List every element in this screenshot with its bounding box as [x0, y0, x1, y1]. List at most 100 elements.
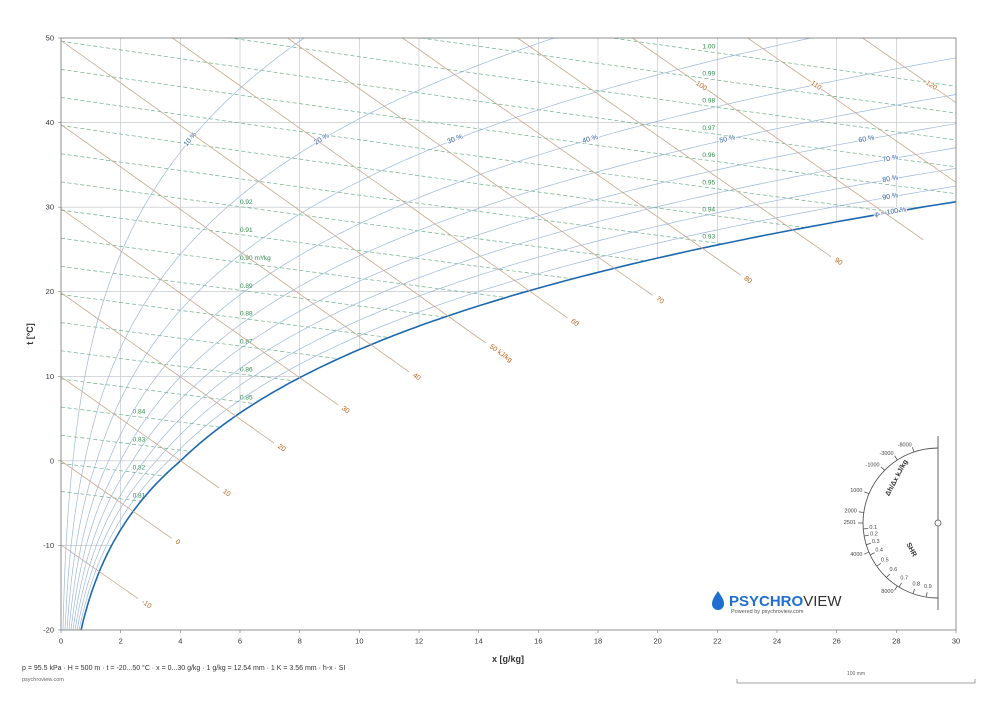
- shr-tick-label: 0.7: [900, 576, 908, 582]
- x-tick-label: 10: [355, 637, 363, 646]
- plot-border: [60, 37, 957, 631]
- specific-volume-line: [609, 38, 956, 87]
- protractor-tick: [858, 511, 864, 513]
- rh-curve: [66, 38, 811, 630]
- x-tick-label: 0: [59, 637, 63, 646]
- enthalpy-line: [632, 38, 924, 241]
- enthalpy-line: [61, 40, 487, 344]
- scale-bar: 100 mm: [736, 671, 976, 684]
- specific-volume-line: [61, 209, 573, 280]
- x-tick-label: 26: [832, 637, 840, 646]
- protractor-tick-label: 2501: [844, 520, 856, 526]
- footer-site: psychroview.com: [22, 677, 64, 683]
- scale-bar-label: 100 mm: [847, 671, 865, 677]
- y-axis-label: t [°C]: [25, 323, 35, 345]
- shr-tick: [898, 582, 902, 588]
- enthalpy-line: [61, 124, 410, 373]
- specific-volume-label: 0.86: [240, 366, 253, 373]
- specific-volume-line: [61, 350, 294, 382]
- specific-volume-label: 0.95: [702, 179, 715, 186]
- enthalpy-label: 0: [174, 539, 181, 547]
- y-tick-label: 0: [50, 456, 54, 465]
- protractor-tick-label: -3000: [879, 451, 893, 457]
- scale-bar-line: [736, 679, 976, 684]
- shr-tick: [876, 562, 882, 567]
- shr-tick-label: 0.4: [875, 548, 883, 554]
- specific-volume-label: 0.92: [240, 199, 253, 206]
- x-tick-label: 12: [415, 637, 423, 646]
- x-tick-label: 6: [238, 637, 242, 646]
- x-tick-label: 18: [594, 637, 602, 646]
- specific-volume-label: 0.94: [702, 207, 715, 214]
- rh-curve: [78, 185, 956, 630]
- x-tick-label: 22: [713, 637, 721, 646]
- specific-volume-label: 0.98: [702, 98, 715, 105]
- rh-label: 80 %: [882, 174, 899, 184]
- logo-drop: [712, 591, 724, 610]
- y-tick-label: -20: [43, 626, 54, 635]
- y-tick-label: 20: [46, 287, 54, 296]
- specific-volume-line: [61, 153, 723, 245]
- rh-label: 70 %: [882, 154, 899, 164]
- protractor-tick: [864, 491, 870, 495]
- specific-volume-line: [61, 406, 221, 428]
- footer-pressure: p = 95.5 kPa: [22, 665, 62, 672]
- specific-volume-label: 0.88: [240, 311, 253, 318]
- footer-params: p = 95.5 kPa · H = 500 m · t = -20...50 …: [22, 664, 345, 672]
- shr-tick-label: 0.8: [912, 581, 920, 587]
- enthalpy-line: [61, 208, 339, 406]
- specific-volume-label: 0.83: [133, 437, 146, 444]
- specific-volume-label: 0.90 m³/kg: [240, 255, 271, 262]
- saturation-curve: [80, 200, 956, 630]
- protractor-tick: [912, 447, 915, 453]
- specific-volume-label: 0.91: [240, 227, 253, 234]
- protractor-center: [934, 519, 942, 527]
- shr-tick-label: 0.1: [869, 525, 877, 531]
- enthalpy-line: [402, 38, 741, 276]
- shr-tick: [925, 592, 928, 598]
- enthalpy-line: [287, 38, 653, 296]
- enthalpy-label: 110: [809, 80, 822, 92]
- shr-tick-label: 0.6: [890, 567, 898, 573]
- x-tick-label: 4: [178, 637, 182, 646]
- rh-curve: [70, 94, 956, 630]
- y-tick-label: -10: [43, 541, 54, 550]
- logo-brand-b: VIEW: [803, 593, 842, 610]
- rh-curve: [62, 38, 305, 630]
- rh-curve: [64, 38, 555, 630]
- axes: 0 2 4 6 8 10 12 14 16 18 20 22 24 26 28 30-20-100102030…: [43, 34, 960, 646]
- specific-volume-label: 1.00: [702, 43, 715, 50]
- x-tick-label: 30: [952, 637, 960, 646]
- protractor-tick: [894, 585, 898, 591]
- enthalpy-line: [61, 376, 220, 489]
- protractor-tick-label: -8000: [898, 442, 912, 448]
- specific-volume-line: [61, 40, 956, 168]
- rh-label: 50 %: [719, 134, 736, 144]
- y-tick-label: 30: [46, 203, 54, 212]
- x-tick-label: 20: [653, 637, 661, 646]
- logo-tagline: Powered by psychroview.com: [731, 609, 804, 615]
- enthalpy-line: [172, 38, 568, 319]
- specific-volume-line: [61, 265, 445, 318]
- shr-tick: [912, 588, 915, 594]
- protractor-tick: [894, 455, 898, 461]
- shr-tick: [869, 552, 875, 556]
- shr-tick-label: 0.9: [924, 584, 932, 590]
- plot-area: 0.810.820.830.840.850.860.870.880.890.90…: [61, 38, 956, 630]
- protractor-tick: [880, 466, 885, 471]
- shr-tick-label: 0.5: [881, 557, 889, 563]
- specific-volume-line: [419, 38, 956, 114]
- shr-tick-label: 0.3: [872, 539, 880, 545]
- x-tick-label: 28: [892, 637, 900, 646]
- enthalpy-line: [747, 38, 956, 183]
- specific-volume-label: 0.97: [702, 125, 715, 132]
- shr-tick: [864, 534, 870, 537]
- y-tick-label: 10: [46, 372, 54, 381]
- fog-region: [81, 201, 956, 630]
- x-tick-label: 2: [119, 637, 123, 646]
- rh-label: 60 %: [858, 135, 875, 145]
- protractor-arc: [862, 447, 939, 599]
- specific-volume-line: [61, 491, 141, 502]
